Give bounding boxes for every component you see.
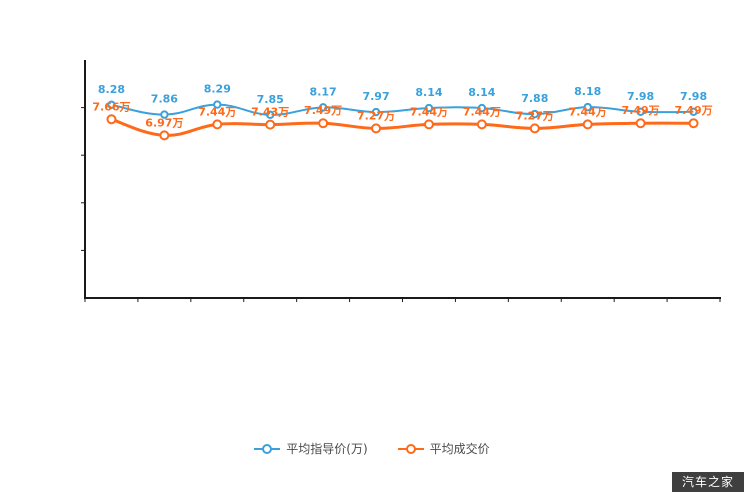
point-label: 7.98	[627, 90, 654, 103]
legend-item-deal-price[interactable]: 平均成交价	[397, 440, 490, 457]
point-marker	[159, 130, 170, 141]
point-label: 7.27万	[357, 109, 395, 122]
point-marker	[212, 119, 223, 130]
point-marker	[423, 119, 434, 130]
price-trend-chart: 8.28 7.86 8.29 7.85 8.17 7.97 8.14 8.14 7.88 8.18…	[81, 60, 721, 302]
legend-label-deal-price: 平均成交价	[429, 442, 490, 456]
point-marker	[106, 114, 117, 125]
point-marker	[476, 119, 487, 130]
point-marker	[636, 107, 645, 117]
point-marker	[583, 102, 592, 112]
point-marker	[477, 103, 487, 113]
legend-marker-deal-price-icon	[397, 443, 424, 454]
point-marker	[582, 119, 593, 130]
point-label: 7.66万	[92, 100, 130, 113]
point-label: 6.97万	[145, 116, 183, 129]
point-label: 7.44万	[198, 105, 236, 118]
point-label: 7.49万	[674, 104, 712, 117]
point-marker	[689, 107, 698, 117]
legend-item-guide-price[interactable]: 平均指导价(万)	[254, 440, 368, 457]
point-label: 8.18	[574, 85, 601, 98]
point-marker	[635, 118, 646, 129]
price-trend-chart-canvas: 8.28 7.86 8.29 7.85 8.17 7.97 8.14 8.14 7.88 8.18…	[81, 60, 721, 302]
deal-price-line	[110, 117, 694, 137]
guide-price-series: 8.28 7.86 8.29 7.85 8.17 7.97 8.14 8.14 7.88 8.18…	[98, 83, 707, 120]
point-marker	[688, 118, 699, 129]
point-label: 8.17	[310, 85, 337, 98]
point-marker	[265, 119, 276, 130]
point-label: 7.49万	[304, 104, 342, 117]
point-label: 7.44万	[463, 105, 501, 118]
point-label: 8.14	[468, 86, 495, 99]
point-marker	[529, 123, 540, 134]
point-label: 7.27万	[516, 109, 554, 122]
legend-marker-guide-price-icon	[254, 443, 281, 454]
axes	[81, 60, 721, 302]
point-label: 8.14	[415, 86, 442, 99]
point-label: 7.44万	[410, 105, 448, 118]
point-label: 7.98	[680, 90, 707, 103]
point-marker	[318, 118, 329, 129]
point-marker	[371, 123, 382, 134]
point-marker	[371, 107, 381, 117]
point-label: 7.43万	[251, 106, 289, 119]
legend-label-guide-price: 平均指导价(万)	[286, 442, 368, 456]
point-label: 7.44万	[569, 105, 607, 118]
point-marker	[213, 100, 222, 109]
point-marker	[424, 103, 434, 113]
point-marker	[266, 110, 275, 120]
point-marker	[160, 110, 169, 119]
deal-price-series: 7.66万 6.97万 7.44万 7.43万 7.49万 7.27万 7.44万 7.44万…	[92, 100, 713, 141]
chart-legend: 平均指导价(万) 平均成交价	[0, 440, 744, 457]
point-marker	[318, 103, 328, 112]
point-label: 7.86	[151, 93, 178, 106]
autohome-watermark: 汽车之家	[671, 472, 744, 492]
point-marker	[530, 109, 539, 119]
point-label: 7.97	[362, 90, 389, 103]
point-label: 8.28	[98, 83, 125, 96]
point-label: 7.85	[257, 93, 284, 106]
point-marker	[107, 100, 116, 110]
point-label: 7.88	[521, 92, 548, 105]
point-label: 8.29	[204, 83, 231, 96]
point-label: 7.49万	[622, 104, 660, 117]
guide-price-line	[111, 103, 694, 116]
